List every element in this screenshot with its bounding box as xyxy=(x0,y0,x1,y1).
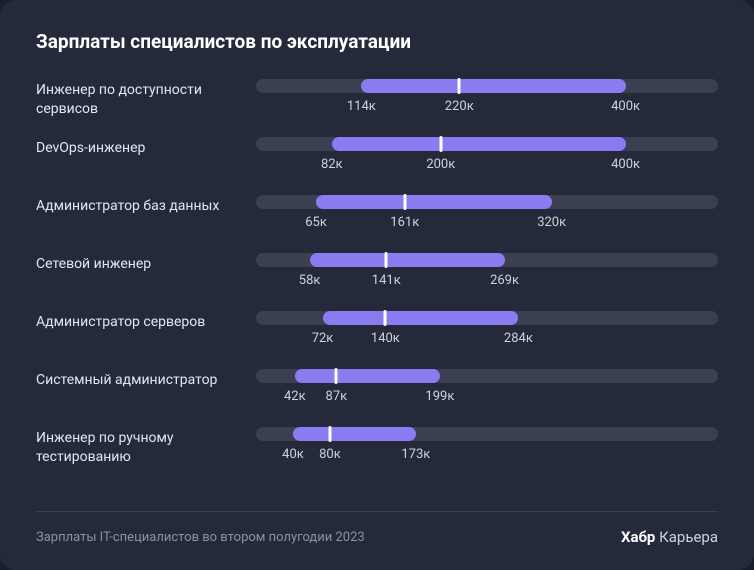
range-bar xyxy=(293,427,416,441)
value-labels: 65к 161к 320к xyxy=(256,215,718,235)
row-label: Администратор серверов xyxy=(36,311,256,332)
chart-rows: Инженер по доступности сервисов 114к 220к 4… xyxy=(36,79,718,467)
row-label: Администратор баз данных xyxy=(36,195,256,216)
row-chart: 72к 140к 284к xyxy=(256,311,718,351)
median-marker xyxy=(384,310,387,326)
range-bar xyxy=(361,79,625,93)
value-high: 284к xyxy=(504,331,533,346)
value-median: 87к xyxy=(326,389,348,404)
value-labels: 82к 200к 400к xyxy=(256,157,718,177)
range-bar xyxy=(295,369,440,383)
row-label: DevOps-инженер xyxy=(36,137,256,158)
range-track xyxy=(256,369,718,383)
row-chart: 65к 161к 320к xyxy=(256,195,718,235)
median-marker xyxy=(328,426,331,442)
value-low: 82к xyxy=(321,157,343,172)
value-low: 114к xyxy=(347,99,376,114)
value-median: 141к xyxy=(372,273,401,288)
chart-row: Инженер по доступности сервисов 114к 220к 4… xyxy=(36,79,718,119)
value-high: 400к xyxy=(611,157,640,172)
row-label: Инженер по ручному тестированию xyxy=(36,427,256,467)
row-chart: 82к 200к 400к xyxy=(256,137,718,177)
row-label: Системный администратор xyxy=(36,369,256,390)
value-labels: 42к 87к 199к xyxy=(256,389,718,409)
row-label: Инженер по доступности сервисов xyxy=(36,79,256,119)
row-chart: 58к 141к 269к xyxy=(256,253,718,293)
chart-row: Администратор баз данных 65к 161к 320к xyxy=(36,195,718,235)
median-marker xyxy=(439,136,442,152)
value-high: 320к xyxy=(537,215,566,230)
median-marker xyxy=(403,194,406,210)
range-track xyxy=(256,253,718,267)
brand-bold: Хабр xyxy=(621,528,655,546)
row-label: Сетевой инженер xyxy=(36,253,256,274)
value-high: 400к xyxy=(611,99,640,114)
value-high: 269к xyxy=(490,273,519,288)
value-labels: 72к 140к 284к xyxy=(256,331,718,351)
value-low: 42к xyxy=(284,389,306,404)
range-track xyxy=(256,79,718,93)
value-labels: 40к 80к 173к xyxy=(256,447,718,467)
value-median: 161к xyxy=(390,215,419,230)
value-high: 173к xyxy=(401,447,430,462)
salary-card: Зарплаты специалистов по эксплуатации Ин… xyxy=(0,0,754,570)
value-high: 199к xyxy=(425,389,454,404)
range-track xyxy=(256,195,718,209)
median-marker xyxy=(385,252,388,268)
range-bar xyxy=(316,195,552,209)
value-low: 58к xyxy=(299,273,321,288)
brand-light: Карьера xyxy=(655,528,718,546)
chart-row: Инженер по ручному тестированию 40к 80к 173… xyxy=(36,427,718,467)
brand: Хабр Карьера xyxy=(621,528,718,546)
value-low: 65к xyxy=(305,215,327,230)
range-bar xyxy=(332,137,626,151)
chart-row: DevOps-инженер 82к 200к 400к xyxy=(36,137,718,177)
value-median: 200к xyxy=(426,157,455,172)
chart-row: Сетевой инженер 58к 141к 269к xyxy=(36,253,718,293)
range-track xyxy=(256,427,718,441)
row-chart: 42к 87к 199к xyxy=(256,369,718,409)
value-median: 80к xyxy=(319,447,341,462)
value-low: 40к xyxy=(282,447,304,462)
chart-row: Системный администратор 42к 87к 199к xyxy=(36,369,718,409)
value-median: 140к xyxy=(371,331,400,346)
chart-subtitle: Зарплаты IT-специалистов во втором полуг… xyxy=(36,530,365,545)
value-low: 72к xyxy=(312,331,334,346)
range-bar xyxy=(323,311,519,325)
range-bar xyxy=(310,253,505,267)
range-track xyxy=(256,137,718,151)
median-marker xyxy=(458,78,461,94)
value-labels: 58к 141к 269к xyxy=(256,273,718,293)
card-footer: Зарплаты IT-специалистов во втором полуг… xyxy=(36,511,718,546)
value-median: 220к xyxy=(445,99,474,114)
range-track xyxy=(256,311,718,325)
row-chart: 40к 80к 173к xyxy=(256,427,718,467)
value-labels: 114к 220к 400к xyxy=(256,99,718,119)
row-chart: 114к 220к 400к xyxy=(256,79,718,119)
chart-row: Администратор серверов 72к 140к 284к xyxy=(36,311,718,351)
chart-title: Зарплаты специалистов по эксплуатации xyxy=(36,30,718,53)
median-marker xyxy=(335,368,338,384)
